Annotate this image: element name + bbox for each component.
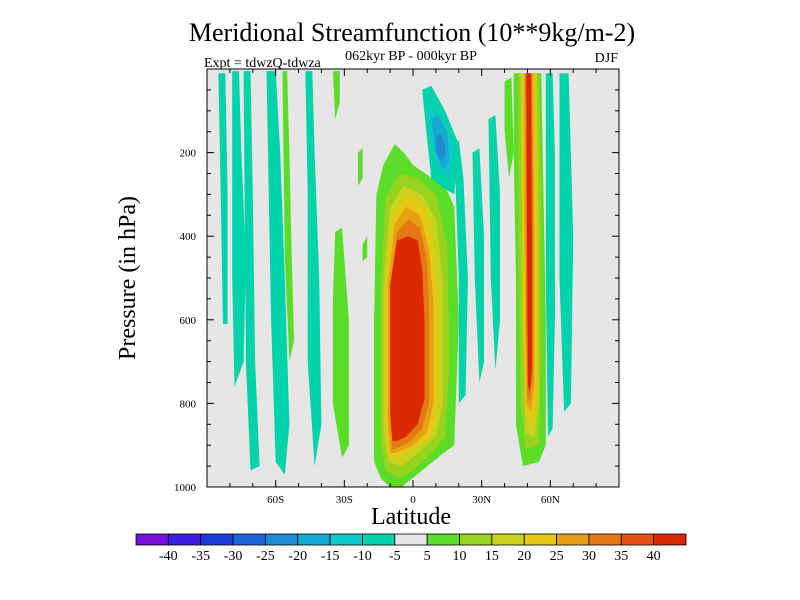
contour-region-sh-band-7 bbox=[332, 71, 340, 120]
contour-regions bbox=[218, 71, 574, 487]
colorbar-swatch bbox=[556, 533, 590, 546]
contour-region-nh-mid-band-3 bbox=[488, 115, 500, 370]
x-axis-title: Latitude bbox=[371, 504, 451, 530]
contour-region-nh-mid-band-1 bbox=[454, 140, 468, 404]
colorbar-label: 10 bbox=[453, 549, 467, 564]
colorbar-swatch bbox=[426, 533, 460, 546]
contour-region-sh-band-2 bbox=[232, 71, 246, 387]
colorbar-swatch bbox=[523, 533, 557, 546]
contour-region-nh-mid-band-4 bbox=[504, 77, 514, 178]
colorbar-label: 35 bbox=[614, 549, 628, 564]
colorbar-label: 40 bbox=[647, 549, 661, 564]
y-axis: 200 400 600 800 1000 bbox=[174, 89, 619, 494]
colorbar-swatch bbox=[588, 533, 622, 546]
colorbar-swatch bbox=[394, 533, 428, 546]
colorbar-label: -25 bbox=[256, 549, 275, 564]
experiment-label: Expt = tdwzQ-tdwza bbox=[204, 56, 322, 71]
x-tick-label: 30N bbox=[472, 494, 491, 506]
chart-title: Meridional Streamfunction (10**9kg/m-2) bbox=[189, 18, 635, 47]
colorbar-label: 20 bbox=[517, 549, 531, 564]
colorbar: -40 -35 -30 -25 -20 -15 -10 -5 5 10 15 20 25 30 35 40 bbox=[135, 533, 687, 564]
y-tick-label: 1000 bbox=[174, 482, 197, 494]
x-tick-label: 60N bbox=[541, 494, 560, 506]
y-tick-label: 800 bbox=[180, 398, 197, 410]
colorbar-label: -5 bbox=[389, 549, 401, 564]
colorbar-swatch bbox=[232, 533, 266, 546]
contour-region-sh-polar-band-1 bbox=[218, 73, 228, 324]
colorbar-label: 30 bbox=[582, 549, 596, 564]
colorbar-swatch bbox=[297, 533, 331, 546]
contour-region-sh-band-4 bbox=[266, 71, 290, 475]
colorbar-label: -40 bbox=[159, 549, 178, 564]
colorbar-label: -35 bbox=[191, 549, 210, 564]
colorbar-swatch bbox=[329, 533, 363, 546]
contour-region-nh-high-band-1 bbox=[545, 73, 555, 437]
colorbar-swatch bbox=[167, 533, 202, 546]
contour-region-sh-band-8 bbox=[332, 227, 349, 458]
contour-region-sh-band-9 bbox=[362, 236, 368, 262]
x-tick-label: 0 bbox=[410, 494, 416, 506]
season-label: DJF bbox=[595, 51, 619, 66]
colorbar-label: -10 bbox=[353, 549, 372, 564]
colorbar-swatch bbox=[491, 533, 525, 546]
colorbar-swatch bbox=[200, 533, 234, 546]
y-tick-label: 200 bbox=[180, 148, 197, 160]
x-axis: 60S 30S 0 30N 60N bbox=[229, 69, 597, 506]
colorbar-label: -20 bbox=[288, 549, 307, 564]
colorbar-swatch bbox=[265, 533, 299, 546]
plot-area: 60S 30S 0 30N 60N 200 400 600 800 1000 bbox=[174, 68, 620, 506]
contour-region-upper-core-blob bbox=[435, 133, 445, 161]
contour-region-sh-band-5 bbox=[305, 71, 322, 467]
colorbar-swatch bbox=[620, 533, 655, 546]
contour-region-sh-band-3 bbox=[243, 71, 260, 471]
contour-region-equatorial-core bbox=[390, 236, 425, 441]
contour-region-sh-band-10 bbox=[358, 148, 363, 186]
colorbar-swatch bbox=[362, 533, 396, 546]
colorbar-swatch bbox=[135, 533, 169, 546]
x-tick-label: 30S bbox=[336, 494, 353, 506]
colorbar-label: 5 bbox=[424, 549, 431, 564]
colorbar-label: -30 bbox=[224, 549, 243, 564]
colorbar-label: 25 bbox=[550, 549, 564, 564]
colorbar-label: -15 bbox=[321, 549, 340, 564]
contour-region-nh-jet-core bbox=[526, 73, 532, 391]
y-tick-label: 600 bbox=[180, 315, 197, 327]
x-tick-label: 60S bbox=[267, 494, 284, 506]
y-tick-label: 400 bbox=[180, 231, 197, 243]
colorbar-swatch bbox=[653, 533, 687, 546]
chart-subtitle: 062kyr BP - 000kyr BP bbox=[345, 49, 477, 64]
y-axis-title: Pressure (in hPa) bbox=[115, 196, 141, 360]
contour-region-nh-mid-band-2 bbox=[472, 148, 484, 383]
colorbar-swatch bbox=[459, 533, 493, 546]
contour-region-sh-band-6 bbox=[282, 71, 294, 362]
colorbar-label: 15 bbox=[485, 549, 499, 564]
contour-region-nh-high-band-2 bbox=[559, 73, 574, 412]
